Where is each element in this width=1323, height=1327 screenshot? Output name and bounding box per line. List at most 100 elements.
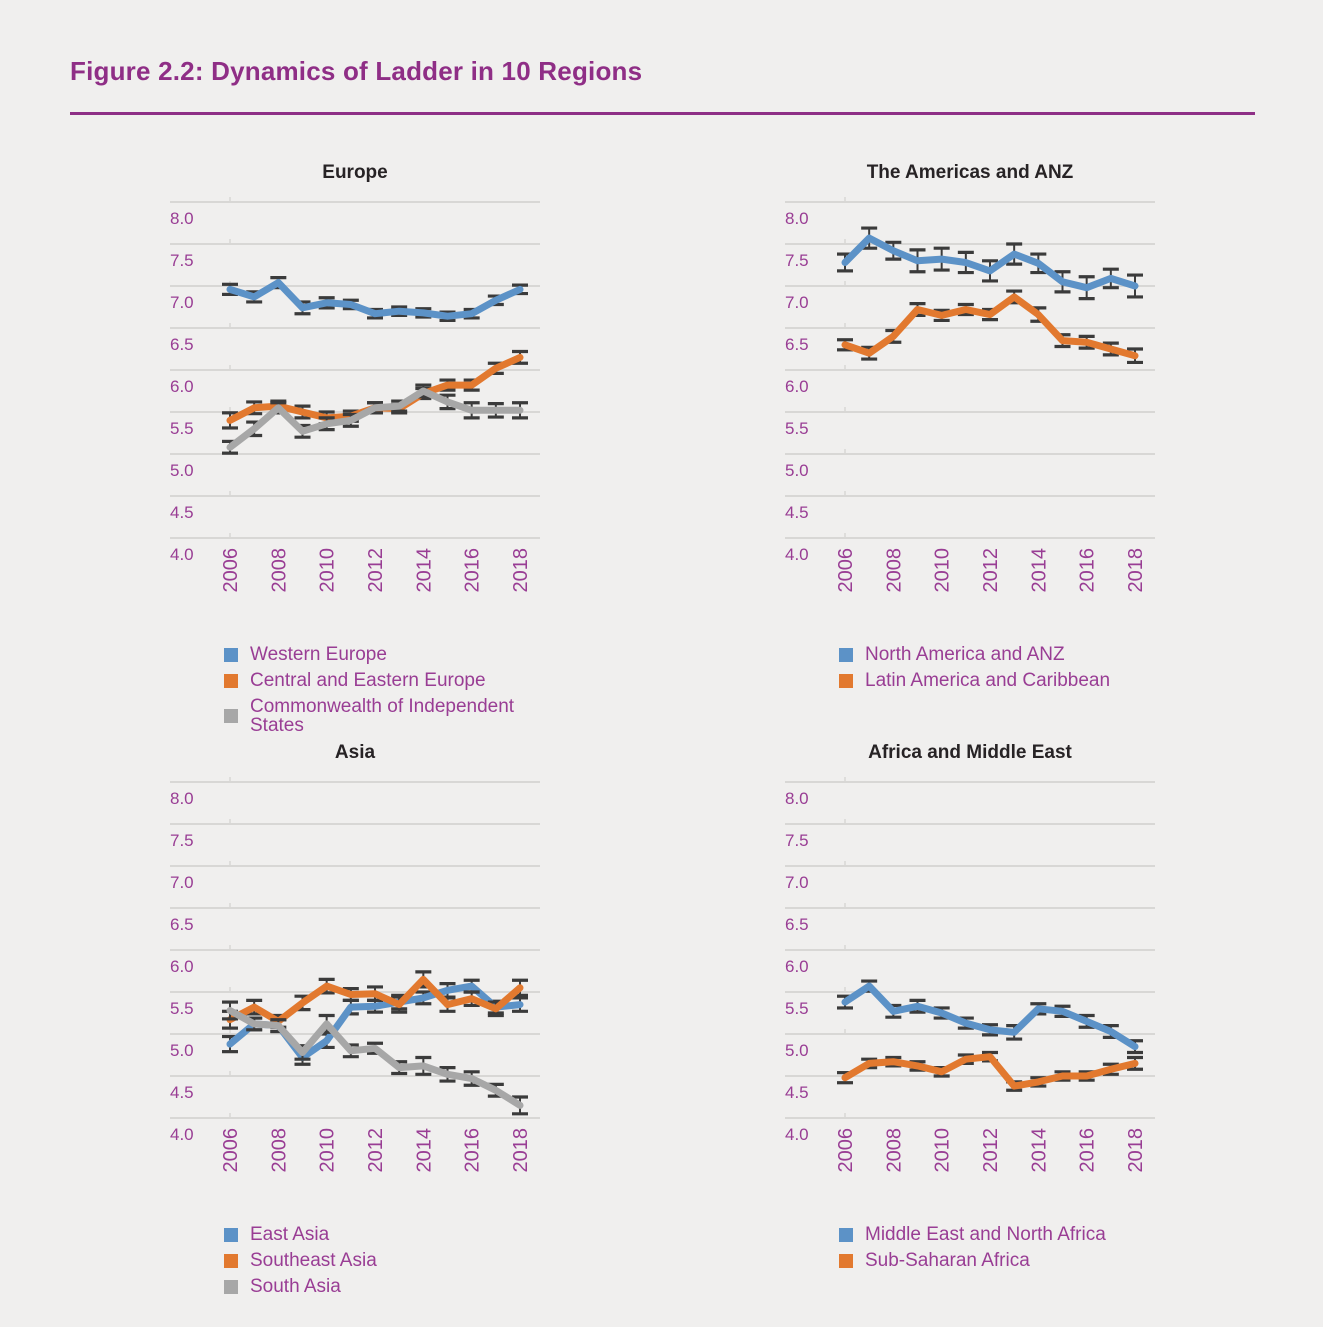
figure-title-rule — [70, 112, 1255, 115]
series-sub-saharan-africa — [837, 1050, 1144, 1092]
series-line-western-europe — [226, 279, 524, 320]
x-axis-label: 2018 — [1125, 548, 1147, 593]
x-axis-label: 2008 — [883, 548, 905, 593]
y-axis-label: 4.5 — [170, 1083, 194, 1102]
legend-swatch-icon — [224, 647, 238, 662]
y-axis-label: 4.5 — [785, 503, 809, 522]
grid-lines: 8.0 7.5 7.0 6.5 6.0 5.5 5.0 4.5 4.0 — [785, 197, 1155, 564]
legend-label: Middle East and North Africa — [865, 1224, 1106, 1245]
legend-label: Western Europe — [250, 644, 387, 665]
chart-americas-anz: The Americas and ANZ 8.0 7.5 7.0 6.5 6.0 5.5 5.… — [783, 162, 1163, 697]
series-commonwealth-of-independent-states — [222, 383, 529, 455]
x-axis-labels: 2006 2008 2010 2012 2014 2016 2018 — [220, 1128, 532, 1173]
x-axis-label: 2010 — [932, 1128, 954, 1173]
chart-title: The Americas and ANZ — [866, 162, 1074, 183]
chart-asia: Asia 8.0 7.5 7.0 6.5 6.0 5.5 5.0 4.5 4.0 2006 2008 2… — [168, 742, 548, 1303]
legend-item-central-and-eastern-europe: Central and Eastern Europe — [224, 671, 548, 690]
legend-item-south-asia: South Asia — [224, 1277, 548, 1296]
x-axis-label: 2018 — [510, 1128, 532, 1173]
series-south-asia — [222, 1000, 529, 1116]
legend-label: Sub-Saharan Africa — [865, 1250, 1030, 1271]
y-axis-label: 7.5 — [785, 831, 809, 850]
y-axis-label: 5.5 — [170, 999, 194, 1018]
x-axis-label: 2016 — [462, 1128, 484, 1173]
x-axis-label: 2010 — [932, 548, 954, 593]
x-axis-label: 2008 — [268, 1128, 290, 1173]
chart-plot: 8.07.57.06.56.05.55.04.54.0 2006 2008 2010 2… — [785, 777, 1155, 1173]
legend-label: North America and ANZ — [865, 644, 1065, 665]
y-axis-label: 8.0 — [170, 789, 194, 808]
chart-plot: 8.07.57.06.56.05.55.04.54.0 2006 2008 2010 2… — [170, 197, 540, 593]
legend: North America and ANZ Latin America and C… — [839, 645, 1163, 690]
chart-title: Africa and Middle East — [868, 742, 1072, 763]
legend-swatch-icon — [224, 1227, 238, 1242]
legend-label: Southeast Asia — [250, 1250, 377, 1271]
legend-swatch-icon — [224, 1253, 238, 1268]
legend: East Asia Southeast Asia South Asia — [224, 1225, 548, 1296]
error-bars-latin-america-and-caribbean — [837, 289, 1144, 365]
y-axis-label: 6.0 — [170, 377, 194, 396]
series-line-sub-saharan-africa — [841, 1053, 1139, 1090]
chart-europe: Europe 8.0 7.5 7.0 6.5 6.0 5.5 5.0 4.5 4.0 2006 200… — [168, 162, 548, 742]
x-axis-label: 2014 — [413, 1128, 435, 1173]
y-axis-label: 7.0 — [170, 873, 194, 892]
x-axis-label: 2012 — [980, 548, 1002, 593]
y-axis-label: 6.0 — [785, 957, 809, 976]
series-line-latin-america-and-caribbean — [841, 293, 1139, 360]
x-axis-label: 2006 — [835, 1128, 857, 1173]
grid-lines: 8.0 7.5 7.0 6.5 6.0 5.5 5.0 4.5 4.0 — [170, 777, 540, 1144]
y-axis-label: 5.0 — [170, 461, 194, 480]
legend: Western Europe Central and Eastern Europe… — [224, 645, 548, 735]
series-western-europe — [222, 275, 529, 323]
y-axis-label: 5.0 — [785, 1041, 809, 1060]
grid-lines: 8.0 7.5 7.0 6.5 6.0 5.5 5.0 4.5 4.0 — [785, 777, 1155, 1144]
chart-africa-middle-east: Africa and Middle East 8.0 7.5 7.0 6.5 6.0 5.5… — [783, 742, 1163, 1277]
y-axis-label: 6.5 — [170, 915, 194, 934]
y-axis-label: 7.0 — [785, 293, 809, 312]
legend-label: South Asia — [250, 1276, 341, 1297]
x-axis-label: 2014 — [1028, 548, 1050, 593]
figure-title: Figure 2.2: Dynamics of Ladder in 10 Reg… — [70, 56, 643, 86]
y-axis-label: 5.5 — [785, 419, 809, 438]
legend-item-sub-saharan-africa: Sub-Saharan Africa — [839, 1251, 1163, 1270]
y-axis-label: 4.0 — [170, 1125, 194, 1144]
x-axis-labels: 2006 2008 2010 2012 2014 2016 2018 — [835, 1128, 1147, 1173]
y-axis-label: 6.5 — [785, 915, 809, 934]
x-axis-label: 2008 — [883, 1128, 905, 1173]
series-line-north-america-and-anz — [841, 234, 1139, 292]
legend-item-middle-east-and-north-africa: Middle East and North Africa — [839, 1225, 1163, 1244]
legend-swatch-icon — [839, 673, 853, 688]
y-axis-label: 6.5 — [785, 335, 809, 354]
x-axis-label: 2006 — [220, 1128, 242, 1173]
chart-title: Asia — [334, 742, 376, 763]
x-axis-labels: 2006 2008 2010 2012 2014 2016 2018 — [835, 548, 1147, 593]
series-line-south-asia — [226, 1007, 524, 1109]
x-axis-label: 2018 — [510, 548, 532, 593]
x-axis-labels: 2006 2008 2010 2012 2014 2016 2018 — [220, 548, 532, 593]
legend-swatch-icon — [839, 1227, 853, 1242]
y-axis-label: 4.0 — [170, 545, 194, 564]
y-axis-label: 5.0 — [170, 1041, 194, 1060]
legend-swatch-icon — [224, 709, 238, 723]
legend-item-southeast-asia: Southeast Asia — [224, 1251, 548, 1270]
y-axis-label: 7.5 — [170, 251, 194, 270]
chart-title: Europe — [322, 162, 388, 183]
series-line-commonwealth-of-independent-states — [226, 387, 524, 451]
chart-plot: 8.07.57.06.56.05.55.04.54.0 2006 2008 2010 2… — [785, 197, 1155, 593]
x-axis-label: 2016 — [1077, 548, 1099, 593]
series-latin-america-and-caribbean — [837, 289, 1144, 365]
legend-item-north-america-and-anz: North America and ANZ — [839, 645, 1163, 664]
series-line-middle-east-and-north-africa — [841, 982, 1139, 1051]
legend-label: East Asia — [250, 1224, 330, 1245]
x-axis-label: 2016 — [1077, 1128, 1099, 1173]
y-axis-label: 4.0 — [785, 1125, 809, 1144]
y-axis-label: 8.0 — [785, 209, 809, 228]
series-southeast-asia — [222, 970, 529, 1030]
y-axis-label: 5.5 — [785, 999, 809, 1018]
x-axis-label: 2012 — [980, 1128, 1002, 1173]
x-axis-label: 2008 — [268, 548, 290, 593]
x-axis-label: 2018 — [1125, 1128, 1147, 1173]
x-axis-label: 2012 — [365, 1128, 387, 1173]
y-axis-label: 4.5 — [170, 503, 194, 522]
x-axis-label: 2006 — [220, 548, 242, 593]
